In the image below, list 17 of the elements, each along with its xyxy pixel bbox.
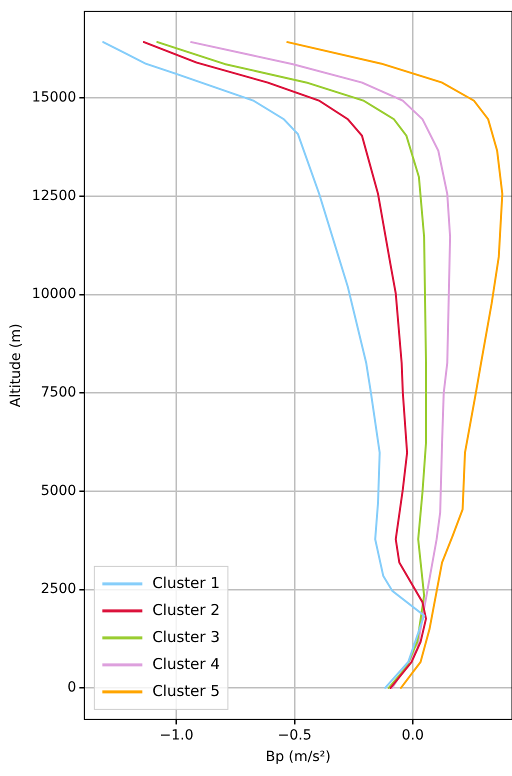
legend-label: Cluster 2 (152, 600, 220, 619)
y-axis-title: Altitude (m) (8, 324, 24, 408)
legend-label: Cluster 3 (152, 628, 220, 646)
legend-label: Cluster 4 (152, 654, 220, 673)
x-tick-label: −1.0 (159, 727, 194, 744)
y-tick-label: 0 (67, 680, 76, 696)
y-tick-label: 5000 (40, 482, 76, 499)
x-tick-label: −0.5 (278, 727, 312, 744)
y-tick-label: 10000 (32, 286, 76, 302)
y-tick-label: 12500 (32, 188, 76, 204)
x-axis-title: Bp (m/s²) (266, 749, 331, 766)
y-tick-label: 7500 (40, 384, 76, 401)
y-tick-label: 15000 (32, 90, 76, 106)
legend-label: Cluster 1 (152, 574, 220, 592)
x-tick-label: 0.0 (402, 727, 424, 744)
y-tick-label: 2500 (40, 581, 76, 598)
legend-label: Cluster 5 (152, 682, 220, 700)
